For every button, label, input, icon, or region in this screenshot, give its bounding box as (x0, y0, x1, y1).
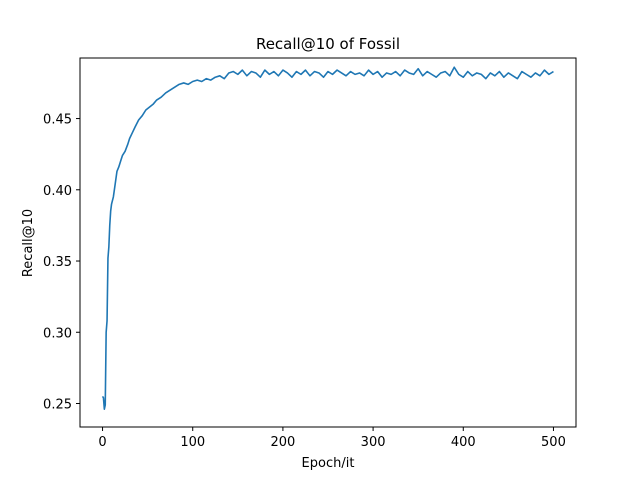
x-axis-label: Epoch/it (302, 456, 355, 471)
y-axis-label: Recall@10 (21, 209, 36, 277)
plot-area (79, 57, 577, 428)
y-tick-label: 0.45 (43, 113, 72, 128)
y-tick-label: 0.30 (43, 326, 72, 341)
x-tick-label: 300 (361, 435, 386, 450)
chart-title: Recall@10 of Fossil (256, 35, 400, 53)
series-layer (101, 66, 554, 410)
x-tick-label: 400 (451, 435, 476, 450)
x-tick-label: 200 (270, 435, 295, 450)
series-line (101, 66, 554, 410)
x-tick-label: 500 (541, 435, 566, 450)
x-tick-label: 100 (180, 435, 205, 450)
y-tick-label: 0.40 (43, 184, 72, 199)
y-tick-label: 0.25 (43, 397, 72, 412)
x-tick-label: 0 (98, 435, 106, 450)
y-tick-label: 0.35 (43, 255, 72, 270)
x-axis-ticks: 0 100 200 300 400 500 (98, 427, 566, 450)
y-axis-ticks: 0.25 0.30 0.35 0.40 0.45 (43, 113, 80, 412)
